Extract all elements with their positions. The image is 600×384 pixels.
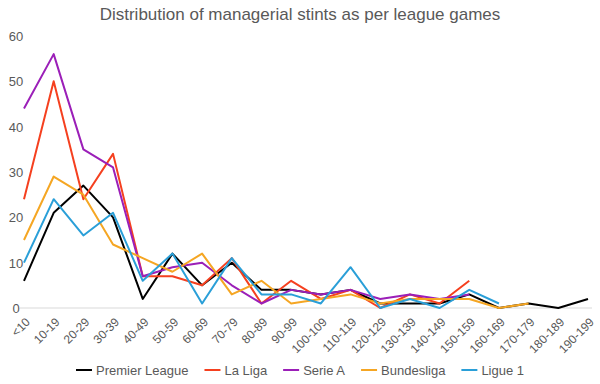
legend-swatch	[461, 369, 477, 371]
y-tick-label: 60	[9, 29, 23, 44]
y-tick-label: 20	[9, 210, 23, 225]
title: Distribution of managerial stints as per…	[100, 5, 501, 24]
chart: Distribution of managerial stints as per…	[0, 0, 600, 384]
legend-label: Serie A	[303, 363, 345, 378]
x-tick-label: 80-89	[239, 315, 271, 347]
x-tick-label: 10-19	[31, 315, 63, 347]
series-line	[24, 81, 469, 308]
legend-label: Ligue 1	[481, 363, 524, 378]
y-tick-label: 10	[9, 256, 23, 271]
series-line	[24, 177, 529, 308]
x-tick-label: 190-199	[556, 315, 597, 356]
series-line	[24, 199, 499, 308]
y-tick-label: 40	[9, 120, 23, 135]
x-tick-label: 40-49	[120, 315, 152, 347]
x-tick-label: 60-69	[179, 315, 211, 347]
legend-swatch	[76, 369, 92, 371]
x-tick-label: 70-79	[209, 315, 241, 347]
x-tick-label: 20-29	[61, 315, 93, 347]
legend-label: Bundesliga	[381, 363, 446, 378]
x-tick-label: 50-59	[150, 315, 182, 347]
y-tick-label: 50	[9, 74, 23, 89]
x-tick-label: 30-39	[90, 315, 122, 347]
legend-swatch	[204, 369, 220, 371]
series-line	[24, 54, 469, 303]
plot-area	[24, 54, 588, 308]
legend-label: La Liga	[224, 363, 267, 378]
x-tick-label: <10	[9, 315, 34, 340]
legend-swatch	[283, 369, 299, 371]
y-tick-label: 30	[9, 165, 23, 180]
legend-label: Premier League	[96, 363, 189, 378]
y-tick-label: 0	[12, 301, 19, 316]
legend-swatch	[361, 369, 377, 371]
legend: Premier League La Liga Serie A Bundesliga Li…	[76, 363, 524, 378]
